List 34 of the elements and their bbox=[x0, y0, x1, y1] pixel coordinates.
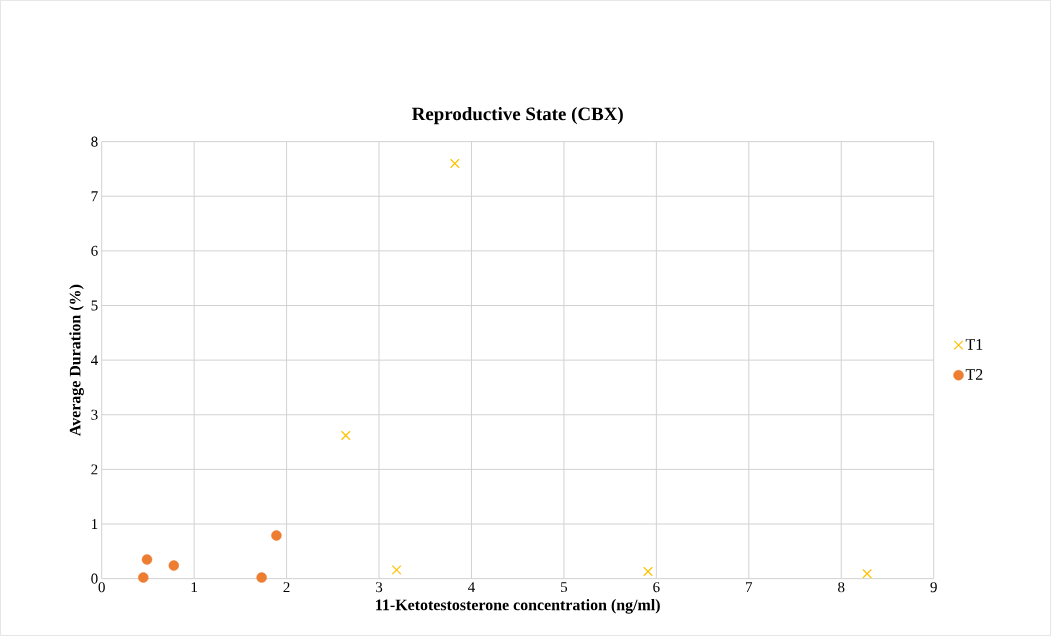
y-tick-label: 8 bbox=[91, 136, 98, 147]
x-tick-label: 4 bbox=[468, 582, 475, 592]
point bbox=[862, 568, 872, 579]
point bbox=[643, 566, 653, 577]
x-tick-label: 5 bbox=[561, 582, 568, 593]
x-tick-label: 7 bbox=[746, 582, 753, 592]
y-tick-label: 3 bbox=[91, 409, 98, 420]
y-tick-label: 6 bbox=[91, 245, 98, 256]
y-tick-label: 0 bbox=[91, 573, 98, 584]
y-tick-label: 2 bbox=[91, 464, 98, 475]
legend-label: T1 bbox=[965, 339, 983, 350]
x-tick-label: 2 bbox=[283, 582, 290, 593]
point bbox=[271, 530, 282, 541]
x-tick-label: 6 bbox=[653, 582, 660, 593]
point bbox=[168, 560, 179, 571]
chart-title: Reproductive State (CBX) bbox=[412, 106, 623, 125]
y-tick-label: 5 bbox=[91, 300, 98, 311]
y-tick-label: 4 bbox=[91, 355, 98, 366]
y-tick-label: 1 bbox=[92, 519, 98, 529]
x-tick-label: 0 bbox=[98, 582, 105, 593]
point bbox=[141, 554, 153, 565]
point bbox=[391, 565, 402, 575]
x-tick-label: 9 bbox=[930, 582, 937, 593]
y-tick-label: 7 bbox=[91, 191, 98, 202]
point bbox=[340, 430, 351, 441]
point bbox=[138, 572, 149, 583]
x-tick-label: 3 bbox=[376, 582, 383, 593]
point bbox=[256, 572, 267, 583]
x-axis-title: 11-Ketotestosterone concentration (ng/ml) bbox=[376, 599, 660, 614]
y-axis-title: Average Duration (%) bbox=[69, 284, 84, 436]
x-tick-label: 1 bbox=[191, 582, 197, 593]
point bbox=[449, 158, 460, 169]
x-tick-label: 8 bbox=[838, 582, 845, 593]
legend-label: T2 bbox=[965, 369, 983, 380]
